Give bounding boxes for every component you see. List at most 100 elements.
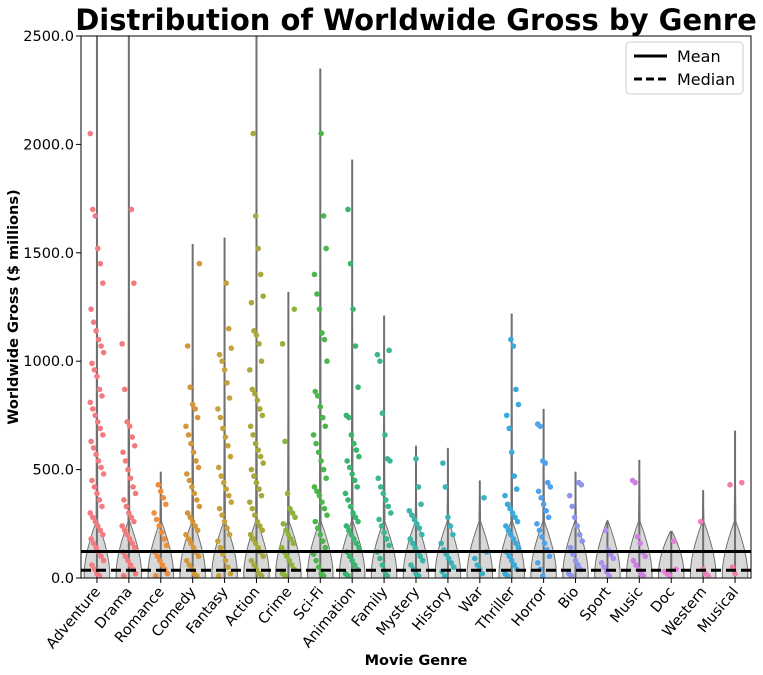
data-point: [194, 527, 201, 534]
data-point: [283, 553, 290, 560]
data-point: [120, 449, 126, 456]
data-point: [292, 514, 298, 521]
data-point: [323, 475, 329, 482]
data-point: [156, 523, 162, 529]
data-point: [318, 130, 324, 137]
data-point: [100, 471, 107, 477]
data-point: [374, 351, 381, 358]
data-point: [355, 384, 361, 391]
data-point: [97, 527, 104, 534]
data-point: [195, 464, 202, 471]
data-point: [350, 510, 356, 516]
data-point: [445, 555, 452, 562]
data-point: [320, 213, 327, 219]
y-tick-label: 1000.0: [23, 354, 74, 370]
data-point: [88, 536, 94, 542]
data-point: [184, 471, 190, 477]
data-point: [312, 518, 319, 525]
data-point: [347, 260, 354, 267]
data-point: [225, 492, 232, 499]
data-point: [282, 573, 288, 578]
data-point: [92, 213, 99, 219]
data-point: [343, 523, 350, 529]
data-point: [285, 531, 292, 538]
data-point: [356, 453, 362, 460]
data-point: [534, 521, 540, 527]
data-point: [161, 536, 167, 542]
data-point: [377, 555, 383, 562]
data-point: [186, 562, 193, 568]
data-point: [121, 527, 128, 534]
data-point: [193, 458, 199, 464]
data-point: [513, 386, 519, 393]
data-point: [259, 412, 266, 419]
data-point: [542, 460, 549, 466]
data-point: [415, 484, 422, 490]
data-point: [227, 570, 234, 577]
data-point: [99, 393, 105, 399]
data-point: [571, 514, 578, 521]
data-point: [509, 510, 516, 516]
data-point: [260, 553, 266, 560]
data-point: [222, 434, 229, 440]
y-tick-label: 500.0: [32, 463, 74, 479]
data-point: [196, 260, 203, 267]
data-point: [249, 386, 256, 393]
data-point: [160, 494, 167, 501]
data-point: [450, 531, 456, 538]
data-point: [217, 544, 224, 551]
data-point: [157, 488, 164, 495]
data-point: [539, 573, 546, 578]
data-point: [218, 473, 225, 479]
data-point: [125, 466, 131, 473]
data-point: [311, 271, 318, 278]
data-point: [123, 503, 130, 510]
data-point: [194, 414, 201, 421]
data-point: [290, 540, 297, 547]
data-point: [345, 497, 351, 503]
data-point: [567, 544, 574, 551]
data-point: [386, 347, 392, 354]
data-point: [579, 538, 586, 544]
data-point: [732, 570, 738, 577]
data-point: [385, 503, 392, 510]
data-point: [215, 538, 221, 544]
chart-title: Distribution of Worldwide Gross by Genre: [75, 3, 757, 37]
data-point: [508, 531, 514, 538]
data-point: [119, 341, 125, 347]
data-point: [258, 573, 265, 578]
data-point: [164, 570, 171, 577]
data-point: [505, 527, 512, 534]
data-point: [225, 564, 231, 570]
data-point: [87, 510, 94, 516]
data-point: [375, 475, 382, 482]
data-point: [351, 562, 358, 568]
data-point: [185, 432, 192, 438]
data-point: [253, 479, 260, 486]
data-point: [257, 523, 263, 529]
data-point: [255, 245, 261, 252]
data-point: [223, 280, 230, 286]
data-point: [507, 505, 513, 512]
data-point: [318, 458, 324, 464]
data-point: [536, 527, 543, 534]
data-point: [215, 406, 221, 412]
data-point: [510, 343, 517, 349]
data-point: [252, 540, 259, 547]
data-point: [541, 540, 548, 547]
data-point: [411, 516, 418, 523]
data-point: [248, 557, 255, 564]
legend: Mean Median: [625, 41, 744, 95]
data-point: [248, 299, 255, 306]
data-point: [697, 518, 704, 525]
data-point: [226, 395, 233, 401]
data-point: [481, 494, 487, 501]
data-point: [313, 440, 319, 447]
data-point: [351, 536, 357, 542]
data-point: [569, 503, 575, 510]
data-point: [192, 406, 198, 412]
data-point: [183, 423, 189, 430]
data-point: [256, 341, 262, 347]
data-point: [346, 464, 353, 471]
